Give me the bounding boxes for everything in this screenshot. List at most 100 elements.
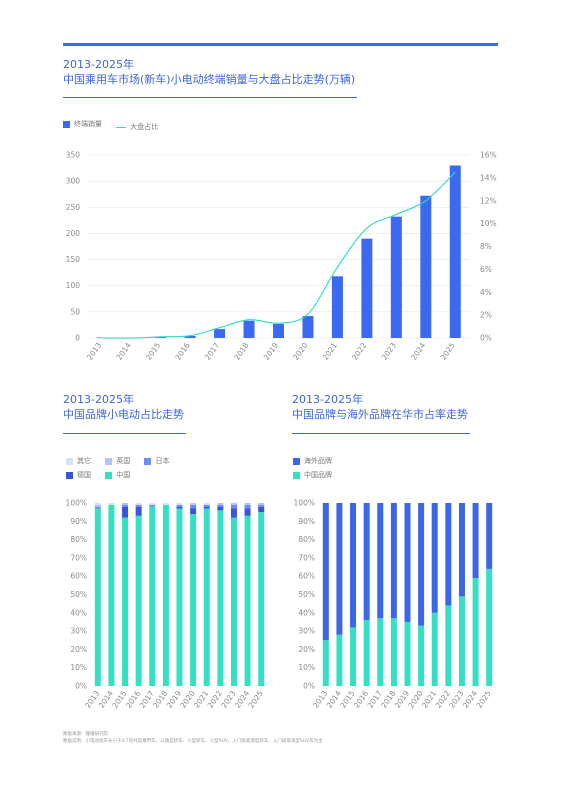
main-chart-title-years: 2013-2025年 <box>63 58 134 71</box>
y-tick-label: 50 <box>70 307 80 316</box>
right-chart-title: 中国品牌与海外品牌在华市占率走势 <box>292 408 468 421</box>
legend-label-japan: 日本 <box>155 457 170 465</box>
sales-bar <box>420 195 432 338</box>
stack-segment <box>350 503 357 628</box>
stack-segment <box>336 634 343 686</box>
sales-bar <box>331 276 343 338</box>
x-tick-label: 2025 <box>439 341 457 362</box>
y-tick-label: 100 <box>66 281 81 290</box>
x-tick-label: 2013 <box>85 341 103 362</box>
stack-segment <box>363 503 370 621</box>
y-tick-label: 0 <box>75 334 80 343</box>
y-tick-label: 0% <box>75 682 87 691</box>
stack-segment <box>350 627 357 686</box>
main-title-underline <box>63 97 357 98</box>
sales-bar <box>155 336 167 338</box>
stack-segment <box>217 503 224 505</box>
stack-segment <box>431 612 438 686</box>
legend-item-germany: 德国 <box>66 470 91 480</box>
stack-segment <box>377 618 384 686</box>
right-chart-legend-row2: 中国品牌 <box>293 470 344 481</box>
stack-segment <box>230 508 237 518</box>
y-tick-label: 250 <box>66 203 81 212</box>
stack-segment <box>217 506 224 511</box>
y2-tick-label: 12% <box>480 196 497 205</box>
stack-segment <box>336 503 343 635</box>
legend-item-japan: 日本 <box>144 456 169 466</box>
sales-bar <box>273 323 284 338</box>
stack-segment <box>363 620 370 686</box>
stack-segment <box>244 515 251 686</box>
stack-segment <box>445 605 452 686</box>
stack-segment <box>135 515 142 686</box>
stack-segment <box>176 506 183 509</box>
y-tick-label: 50% <box>70 590 87 599</box>
stack-segment <box>377 503 384 619</box>
stack-segment <box>431 503 438 613</box>
legend-item-china-brand: 中国品牌 <box>293 470 332 480</box>
stack-segment <box>162 504 169 686</box>
stack-segment <box>404 503 411 622</box>
stack-segment <box>258 503 265 505</box>
y-tick-label: 200 <box>66 229 81 238</box>
stack-segment <box>203 503 210 505</box>
x-tick-label: 2015 <box>144 341 162 362</box>
stack-segment <box>217 504 224 507</box>
sales-bar <box>214 329 226 338</box>
stack-segment <box>176 504 183 507</box>
stack-segment <box>390 618 397 686</box>
legend-swatch-overseas-icon <box>293 457 300 465</box>
y-tick-label: 300 <box>66 177 81 186</box>
y-tick-label: 10% <box>70 663 87 672</box>
stack-segment <box>108 503 115 505</box>
stack-segment <box>94 503 101 505</box>
stack-segment <box>190 508 197 514</box>
main-chart-legend: 终端销量 大盘占比 <box>63 119 170 132</box>
y2-tick-label: 14% <box>480 173 497 182</box>
stack-segment <box>486 568 493 686</box>
left-chart-legend-row1: 其它 英国 日本 <box>66 456 181 467</box>
stack-segment <box>458 503 465 597</box>
right-chart-legend-row1: 海外品牌 <box>293 456 344 467</box>
stack-segment <box>203 504 210 507</box>
y2-tick-label: 6% <box>480 265 492 274</box>
y-tick-label: 70% <box>298 553 315 562</box>
legend-label-uk: 英国 <box>116 457 131 465</box>
y-tick-label: 50% <box>298 590 315 599</box>
y2-tick-label: 10% <box>480 219 497 228</box>
x-tick-label: 2020 <box>291 341 309 362</box>
stack-segment <box>122 506 129 518</box>
x-tick-label: 2025 <box>247 689 265 710</box>
stack-segment <box>445 503 452 606</box>
legend-label-sales: 终端销量 <box>74 120 102 128</box>
stack-segment <box>203 506 210 509</box>
china-vs-overseas-chart: 0%10%20%30%40%50%60%70%80%90%100%2013201… <box>294 499 493 710</box>
y-tick-label: 100% <box>294 499 315 508</box>
x-tick-label: 2023 <box>380 341 398 362</box>
stack-segment <box>390 503 397 619</box>
stack-segment <box>190 504 197 509</box>
stack-segment <box>94 506 101 509</box>
legend-item-overseas: 海外品牌 <box>293 456 332 466</box>
stack-segment <box>244 504 251 509</box>
sales-share-chart: 0 50 100 150 200 250 300 350 0% 2% 4% 6% 8% 10% 12% 14%… <box>66 151 497 362</box>
stack-segment <box>135 503 142 505</box>
source-note: 数据来源：懂懂研究院 <box>63 732 108 737</box>
stack-segment <box>190 513 197 686</box>
share-line <box>101 171 456 339</box>
y2-tick-label: 2% <box>480 311 492 320</box>
y-tick-label: 20% <box>70 645 87 654</box>
y-tick-label: 90% <box>298 517 315 526</box>
y-tick-label: 350 <box>66 151 81 160</box>
y-tick-label: 100% <box>66 499 87 508</box>
y-tick-label: 80% <box>298 535 315 544</box>
stack-segment <box>122 503 129 505</box>
stack-segment <box>244 503 251 505</box>
stack-segment <box>258 506 265 513</box>
y2-tick-label: 0% <box>480 334 492 343</box>
left-chart-legend-row2: 德国 中国 <box>66 470 142 481</box>
stack-segment <box>108 504 115 686</box>
y-tick-label: 70% <box>70 553 87 562</box>
stack-segment <box>122 504 129 507</box>
legend-label-germany: 德国 <box>77 471 91 479</box>
